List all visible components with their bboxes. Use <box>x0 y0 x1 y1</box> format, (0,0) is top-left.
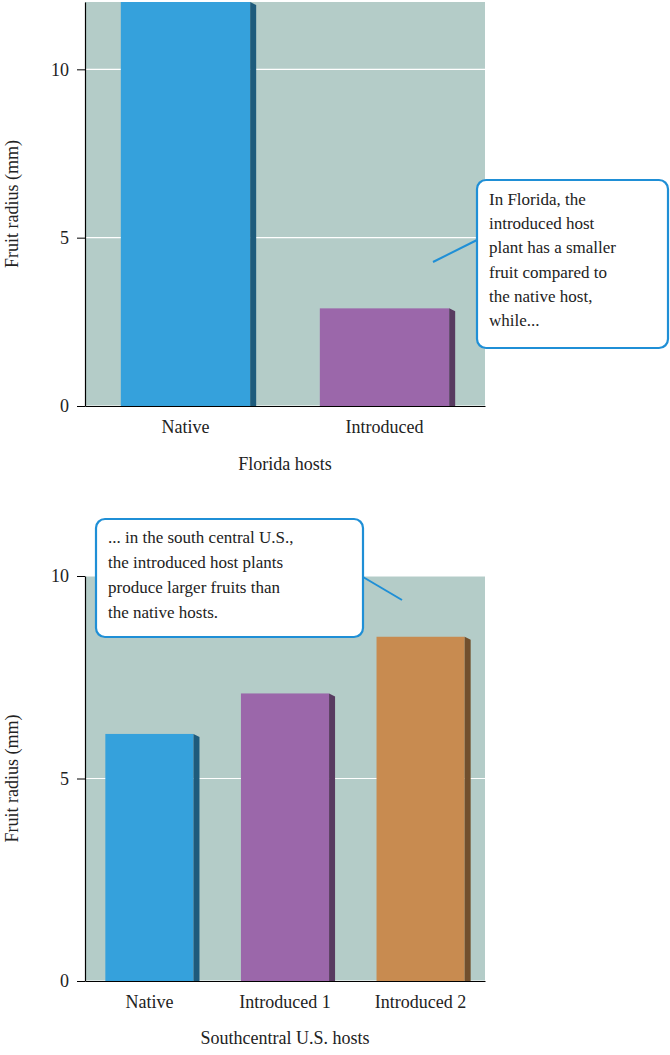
annotation-text: produce larger fruits than <box>108 578 280 597</box>
tick: 10 <box>51 566 85 586</box>
axis-line <box>85 577 86 982</box>
tick-label: 10 <box>51 60 69 80</box>
bar-side <box>250 2 256 406</box>
annotation-text: fruit compared to <box>489 263 607 282</box>
tick: Introduced <box>346 406 424 437</box>
bar-side <box>329 693 335 981</box>
panel: 0 5 10 Native Introduced 1 Introduced 2Southc… <box>2 519 486 1048</box>
bar-group <box>121 2 256 406</box>
bar-side <box>465 637 471 981</box>
bar-side <box>193 734 199 981</box>
tick-mark <box>77 406 85 407</box>
bar <box>241 693 329 981</box>
tick: 0 <box>60 396 85 416</box>
tick-mark <box>77 238 85 239</box>
annotation-box <box>96 519 363 637</box>
axis-line <box>86 406 486 407</box>
y-axis-title: Fruit radius (mm) <box>2 715 23 843</box>
tick: Native <box>125 981 173 1012</box>
x-axis-title: Florida hosts <box>238 454 332 474</box>
bar <box>105 734 193 981</box>
tick-mark <box>77 69 85 70</box>
x-axis: Native Introduced <box>86 406 486 437</box>
tick: 5 <box>60 769 85 789</box>
tick-label: Introduced <box>346 417 424 437</box>
tick-label: 5 <box>60 769 69 789</box>
tick: Introduced 2 <box>375 981 466 1012</box>
annotation-text: ... in the south central U.S., <box>108 528 294 547</box>
tick-label: Introduced 2 <box>375 992 466 1012</box>
tick: Native <box>162 406 210 437</box>
annotation: ... in the south central U.S., the introd… <box>96 519 402 637</box>
bar-side <box>449 308 455 406</box>
tick-label: 10 <box>51 566 69 586</box>
annotation-text: plant has a smaller <box>489 238 616 257</box>
annotation-text: In Florida, the <box>489 190 586 209</box>
x-axis-title: Southcentral U.S. hosts <box>201 1028 370 1048</box>
tick: Introduced 1 <box>239 981 330 1012</box>
bar <box>121 2 250 406</box>
y-axis-title: Fruit radius (mm) <box>2 140 23 268</box>
tick: 5 <box>60 228 85 248</box>
annotation-text: the native host, <box>489 287 592 306</box>
plot-background <box>85 2 485 406</box>
bar-group <box>377 637 471 981</box>
tick: 0 <box>60 971 85 991</box>
axis-line <box>86 981 486 982</box>
bar-group <box>105 734 199 981</box>
annotation-text: the native hosts. <box>108 603 218 622</box>
annotation-text: while... <box>489 311 540 330</box>
annotation-text: the introduced host plants <box>108 553 283 572</box>
tick-label: Native <box>162 417 210 437</box>
tick-mark <box>77 779 85 780</box>
tick-label: 0 <box>60 396 69 416</box>
x-axis: Native Introduced 1 Introduced 2 <box>86 981 486 1012</box>
tick-mark <box>77 576 85 577</box>
bar-group <box>320 308 455 406</box>
bar <box>320 308 449 406</box>
annotation-box <box>477 180 668 348</box>
figure: 0 5 10 Native Introduced Florida hosts Fruit r… <box>0 0 670 1055</box>
tick-label: Native <box>125 992 173 1012</box>
tick-mark <box>77 981 85 982</box>
tick-label: 5 <box>60 228 69 248</box>
annotation-pointer <box>433 240 477 262</box>
annotation: In Florida, the introduced host plant has … <box>433 180 668 348</box>
bars <box>121 2 455 406</box>
annotation-pointer <box>363 577 402 600</box>
y-axis: 0 5 10 <box>51 3 86 417</box>
bar-group <box>241 693 335 981</box>
annotation-text: introduced host <box>489 214 595 233</box>
bar <box>377 637 465 981</box>
panel: 0 5 10 Native Introduced Florida hosts Fruit r… <box>2 2 668 474</box>
axis-line <box>85 3 86 407</box>
y-axis: 0 5 10 <box>51 566 86 991</box>
bars <box>105 637 470 981</box>
tick-label: 0 <box>60 971 69 991</box>
tick-label: Introduced 1 <box>239 992 330 1012</box>
tick: 10 <box>51 60 85 80</box>
